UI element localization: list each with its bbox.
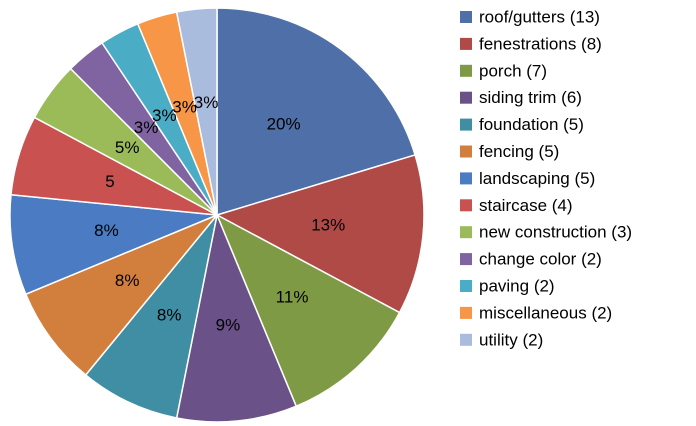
slice-label: 3% [152,106,177,125]
legend-swatch [460,226,472,239]
legend-label: miscellaneous (2) [479,303,612,322]
legend-swatch [460,253,472,266]
legend-label: change color (2) [479,250,602,269]
slice-label: 8% [94,221,119,240]
slice-label: 3% [172,98,197,117]
pie-slice [215,153,425,314]
legend-label: landscaping (5) [479,169,595,188]
legend-label: new construction (3) [479,223,632,242]
legend-swatch [460,306,472,319]
pie-slice [216,7,417,217]
slice-label: 8% [157,306,182,325]
legend-swatch [460,37,472,50]
legend-swatch [460,11,472,23]
legend-label: foundation (5) [479,115,584,134]
legend-swatch [460,172,472,185]
legend-swatch [460,199,472,212]
legend-label: utility (2) [479,330,543,349]
legend-label: fencing (5) [479,142,559,161]
slice-label: 3% [194,93,219,112]
pie-slice [9,193,218,296]
legend-label: siding trim (6) [479,88,582,107]
legend-swatch [460,280,472,292]
slice-label: 5 [105,172,114,191]
legend-label: staircase (4) [479,196,573,215]
legend-swatch [460,91,472,104]
pie-slice [175,7,218,216]
pie-slice [84,214,218,419]
slice-label: 13% [311,215,345,234]
legend-swatch [460,64,472,77]
legend-label: paving (2) [479,276,555,295]
slice-label: 5% [115,138,140,157]
legend-label: roof/gutters (13) [479,7,600,26]
pie-slice [175,212,298,423]
slice-label: 11% [276,287,309,306]
slice-label: 8% [115,271,140,290]
pie-slice [24,214,218,377]
legend-swatch [460,145,472,158]
slice-label: 3% [134,118,159,137]
slice-label: 20% [267,115,301,134]
slice-label: 9% [216,316,241,335]
legend-swatch [460,118,472,131]
legend-swatch [460,333,472,346]
legend-label: porch (7) [479,61,547,80]
pie-slice [215,213,401,408]
legend-label: fenestrations (8) [479,34,602,53]
